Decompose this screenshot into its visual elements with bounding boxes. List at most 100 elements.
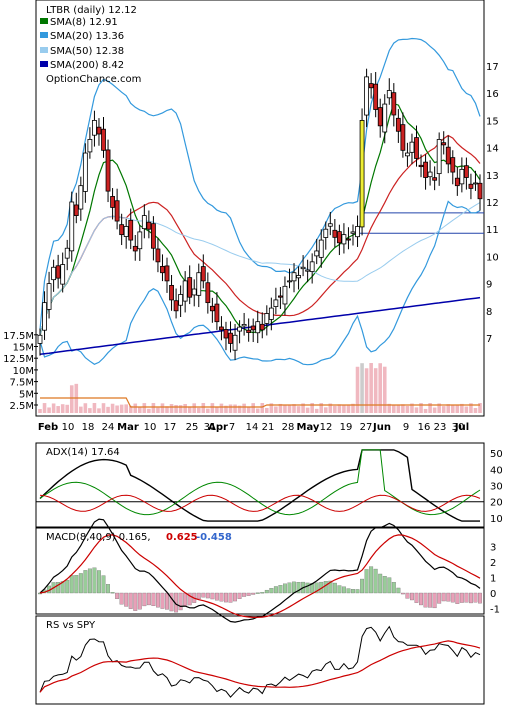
- volume-bar-97: [478, 403, 482, 413]
- volume-bar-83: [414, 407, 419, 413]
- macd-hist-75: [378, 573, 383, 594]
- candle-body-43: [232, 334, 238, 351]
- macd-hist-26: [155, 592, 160, 608]
- legend-label-sma8: SMA(8) 12.91: [50, 17, 118, 28]
- macd-hist-8: [74, 575, 79, 594]
- candle-body-57: [296, 275, 301, 279]
- macd-hist-27: [160, 592, 165, 609]
- candle-body-97: [477, 182, 483, 200]
- volume-bar-51: [269, 403, 274, 413]
- volume-bar-11: [88, 408, 92, 413]
- adx-ytick-50: 50: [490, 449, 503, 460]
- candle-body-34: [191, 288, 197, 296]
- volume-bar-85: [423, 408, 428, 413]
- candle-body-51: [268, 307, 274, 320]
- adx-ytick-10: 10: [490, 514, 503, 525]
- candle-body-94: [463, 165, 469, 178]
- candle-body-44: [237, 326, 242, 332]
- candle-body-55: [287, 280, 292, 283]
- price-ytick-10: 10: [486, 252, 499, 263]
- volume-bar-65: [333, 405, 337, 413]
- candle-body-11: [87, 139, 93, 153]
- price-ytick-7: 7: [486, 334, 492, 345]
- candle-body-91: [450, 157, 456, 173]
- candle-body-26: [155, 248, 161, 263]
- volume-bar-81: [405, 405, 410, 413]
- xtick-14: May: [297, 422, 320, 433]
- volume-bar-61: [314, 408, 319, 413]
- price-ytick-14: 14: [486, 144, 499, 155]
- candle-body-64: [327, 223, 333, 227]
- volume-bar-58: [301, 403, 305, 413]
- volume-bar-70: [355, 366, 360, 413]
- volume-bar-87: [432, 407, 437, 413]
- xtick-5: 10: [144, 422, 157, 433]
- macd-hist-43: [233, 592, 238, 602]
- volume-tick-1: 5M: [19, 389, 34, 400]
- macd-signal-line: [39, 534, 481, 619]
- candle-body-48: [255, 321, 261, 334]
- volume-bar-21: [133, 403, 138, 413]
- macd-hist-21: [133, 592, 138, 611]
- macd-hist-42: [228, 592, 233, 603]
- volume-bar-4: [56, 406, 60, 413]
- volume-bar-56: [292, 404, 296, 413]
- volume-bar-95: [469, 403, 473, 413]
- candle-body-82: [409, 141, 415, 153]
- volume-bar-67: [342, 404, 346, 413]
- volume-bar-54: [283, 405, 287, 413]
- macd-hist-89: [441, 592, 446, 602]
- candle-body-13: [96, 126, 102, 135]
- candle-body-0: [37, 334, 43, 344]
- volume-bar-93: [460, 403, 464, 413]
- volume-bar-9: [79, 406, 83, 413]
- xtick-3: 24: [102, 422, 115, 433]
- candle-body-1: [42, 302, 47, 331]
- candle-body-93: [459, 168, 465, 185]
- xtick-10: 7: [229, 422, 235, 433]
- candle-body-39: [214, 303, 220, 323]
- candle-body-46: [246, 329, 252, 333]
- volume-bar-78: [392, 405, 396, 413]
- price-title: LTBR (daily) 12.12: [46, 5, 137, 16]
- candle-body-72: [364, 76, 369, 116]
- macd-hist-33: [187, 592, 192, 606]
- candle-body-37: [205, 282, 211, 304]
- price-panel-frame: [35, 0, 485, 417]
- candle-body-74: [373, 83, 379, 110]
- volume-bar-25: [151, 403, 156, 413]
- macd-hist-46: [246, 592, 251, 596]
- macd-hist-9: [78, 573, 83, 594]
- candle-body-69: [350, 231, 356, 234]
- macd-hist-94: [464, 592, 469, 603]
- candle-body-18: [119, 224, 125, 236]
- candle-body-63: [323, 228, 329, 238]
- macd-hist-59: [305, 582, 310, 594]
- volume-bar-94: [464, 406, 469, 413]
- xtick-15: 12: [320, 422, 333, 433]
- candle-body-85: [423, 161, 428, 178]
- candle-body-3: [51, 266, 57, 281]
- macd-hist-23: [142, 592, 147, 607]
- legend-swatch-sma50: [40, 47, 48, 53]
- price-ytick-16: 16: [486, 89, 499, 100]
- macd-hist-72: [364, 569, 369, 594]
- candle-body-90: [445, 146, 451, 165]
- candle-body-92: [454, 177, 460, 187]
- volume-bar-3: [51, 403, 56, 413]
- candle-body-89: [441, 142, 447, 146]
- macd-hist-28: [165, 592, 169, 610]
- candle-body-35: [196, 272, 202, 296]
- macd-hist-25: [151, 592, 156, 607]
- candle-body-78: [391, 92, 397, 116]
- macd-hist-79: [396, 587, 401, 594]
- macd-hist-50: [264, 589, 269, 594]
- macd-hist-24: [146, 592, 151, 606]
- xtick-7: 25: [186, 422, 199, 433]
- candle-body-21: [132, 245, 138, 252]
- volume-bar-16: [110, 403, 115, 413]
- volume-average-line: [40, 397, 480, 408]
- candle-body-73: [368, 83, 374, 89]
- volume-bar-79: [396, 404, 401, 413]
